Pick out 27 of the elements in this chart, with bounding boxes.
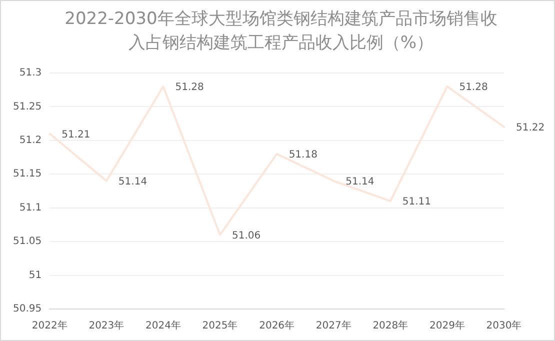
x-tick-label: 2027年 <box>316 320 352 332</box>
x-tick-label: 2026年 <box>259 320 295 332</box>
data-label: 51.28 <box>175 82 204 94</box>
data-label: 51.18 <box>288 150 318 161</box>
y-tick-label: 50.95 <box>12 304 42 315</box>
x-tick-label: 2025年 <box>202 320 238 332</box>
data-label: 51.06 <box>232 230 261 242</box>
x-tick-label: 2029年 <box>429 320 465 332</box>
x-tick-label: 2023年 <box>88 320 124 332</box>
y-tick-label: 51.15 <box>12 168 42 180</box>
y-tick-label: 51.25 <box>12 101 42 112</box>
chart-title: 2022-2030年全球大型场馆类钢结构建筑产品市场销售收入占钢结构建筑工程产品收入比例（%） <box>64 8 498 55</box>
x-tick-label: 2030年 <box>486 320 522 332</box>
y-tick-label: 51.1 <box>19 202 42 214</box>
data-label: 51.22 <box>516 122 545 134</box>
data-label: 51.14 <box>118 176 148 188</box>
y-tick-label: 51 <box>28 270 42 281</box>
x-tick-label: 2024年 <box>145 320 181 332</box>
data-label: 51.11 <box>402 196 432 208</box>
data-label: 51.21 <box>62 129 90 140</box>
y-tick-label: 51.3 <box>19 68 42 79</box>
y-tick-label: 51.2 <box>19 135 42 146</box>
x-tick-label: 2022年 <box>32 320 68 332</box>
y-tick-label: 51.05 <box>12 236 42 248</box>
x-tick-label: 2028年 <box>372 320 408 332</box>
data-label: 51.14 <box>346 176 374 188</box>
data-label: 51.28 <box>459 82 488 94</box>
